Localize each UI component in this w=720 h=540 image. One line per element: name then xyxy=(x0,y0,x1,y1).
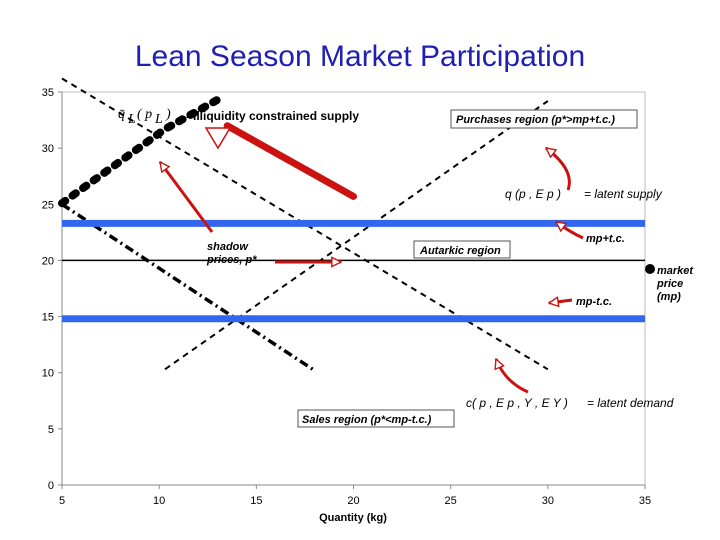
latent-supply-arrow xyxy=(546,146,571,191)
mp-minus-tc-arrow xyxy=(549,300,573,303)
market-price-line1: market xyxy=(657,265,694,277)
dashed-curve-1 xyxy=(164,100,549,371)
latent-demand-rhs: = latent demand xyxy=(587,396,674,410)
shadow-arrow-up xyxy=(158,162,214,233)
q-args-sub: L xyxy=(154,112,163,127)
autarkic-region-label: Autarkic region xyxy=(419,245,501,257)
y-tick-label: 25 xyxy=(42,199,54,211)
y-tick-label: 15 xyxy=(42,312,54,324)
latent-supply-rhs: = latent supply xyxy=(584,187,663,201)
shadow-prices-line1: shadow xyxy=(207,241,249,253)
y-tick-label: 35 xyxy=(42,87,54,99)
mp-plus-tc-label: mp+t.c. xyxy=(586,233,625,245)
x-tick-label: 5 xyxy=(59,495,65,507)
y-tick-label: 5 xyxy=(48,424,54,436)
market-price-line3: (mp) xyxy=(657,291,681,303)
dash-dot-curve-2 xyxy=(61,202,316,372)
y-tick-label: 30 xyxy=(42,143,54,155)
series-layer xyxy=(58,77,645,372)
purchases-region-box xyxy=(450,109,638,129)
x-tick-label: 20 xyxy=(347,495,359,507)
sales-region-box xyxy=(297,409,455,428)
x-tick-label: 15 xyxy=(250,495,262,507)
autarkic-region-box xyxy=(413,240,511,259)
mp-minus-tc-label: mp-t.c. xyxy=(576,296,612,308)
latent-demand-lhs: c( p , E p , Y , E Y ) xyxy=(466,396,568,410)
x-tick-label: 25 xyxy=(445,495,457,507)
y-tick-label: 0 xyxy=(48,480,54,492)
x-tick-label: 35 xyxy=(639,495,651,507)
q-args: ( p xyxy=(137,107,152,122)
x-tick-label: 30 xyxy=(542,495,554,507)
y-tick-label: 20 xyxy=(42,255,54,267)
slide-title: Lean Season Market Participation xyxy=(134,40,586,73)
market-price-line2: price xyxy=(656,278,683,290)
liquidity-label: =illiquidity constrained supply xyxy=(186,109,359,123)
market-price-dot xyxy=(645,264,655,274)
x-axis-title: Quantity (kg) xyxy=(319,512,387,524)
latent-demand-arrow xyxy=(496,359,529,394)
liquidity-triangle-marker xyxy=(204,127,232,150)
x-tick-label: 10 xyxy=(153,495,165,507)
q-close: ) xyxy=(165,107,171,122)
purchases-region-label: Purchases region (p*>mp+t.c.) xyxy=(456,114,615,126)
sales-region-label: Sales region (p*<mp-t.c.) xyxy=(302,414,432,426)
illiquidity-supply-curve-3 xyxy=(58,93,226,208)
q-symbol: q̄ xyxy=(118,107,125,122)
q-sub: L xyxy=(127,112,136,127)
y-tick-label: 10 xyxy=(42,368,54,380)
latent-supply-lhs: q (p , E p ) xyxy=(505,187,561,201)
mp-plus-tc-arrow xyxy=(556,220,584,240)
shadow-prices-line2: prices, p* xyxy=(206,254,257,266)
red-supply-segment-4 xyxy=(223,122,357,200)
